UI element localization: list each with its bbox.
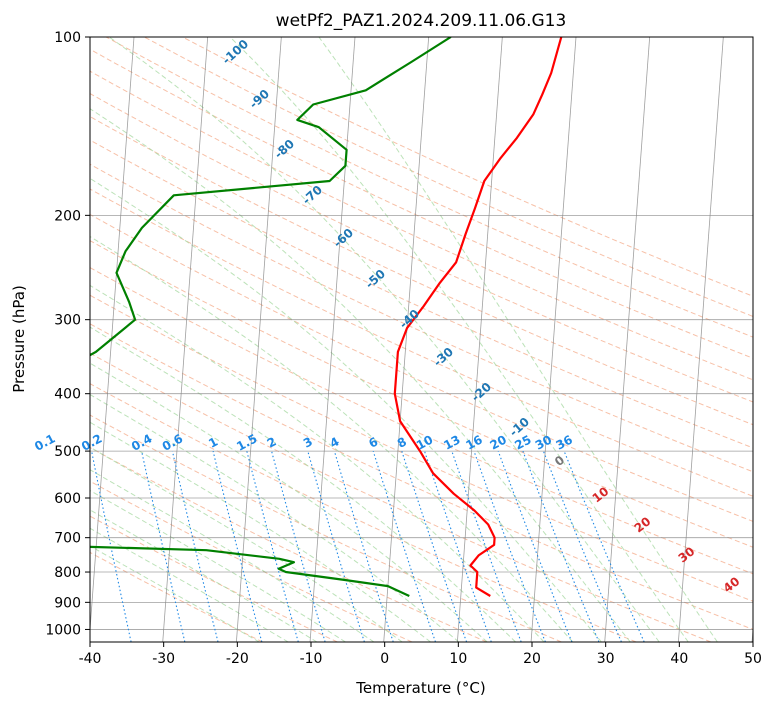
- y-tick-label: 200: [54, 208, 81, 224]
- dry-adiabat-line: [90, 92, 753, 403]
- dry-adiabat-line: [90, 267, 753, 575]
- mixing-ratio-line: [542, 450, 622, 642]
- y-tick-label: 1000: [45, 622, 81, 638]
- isotherm-line: [383, 37, 430, 642]
- y-tick-label: 400: [54, 387, 81, 403]
- dry-adiabat-line: [90, 240, 753, 548]
- temperature-line: [393, 37, 563, 597]
- x-tick-label: 50: [744, 651, 762, 667]
- mixing-ratio-line: [171, 450, 219, 642]
- x-tick-label: 30: [597, 651, 615, 667]
- y-axis-label: Pressure (hPa): [10, 285, 28, 393]
- mixing-ratio-label: 30: [533, 432, 554, 452]
- mixing-ratio-line: [333, 450, 394, 642]
- mixing-ratio-line: [212, 450, 263, 642]
- moist-adiabat-line: [90, 362, 488, 642]
- dry-adiabat-line: [90, 163, 753, 473]
- mixing-ratio-line: [423, 450, 492, 642]
- mixing-ratio-line: [307, 450, 365, 642]
- moist-adiabat-line: [90, 469, 375, 642]
- dry-adiabat-line: [90, 323, 753, 630]
- moist-adiabat-line: [90, 284, 545, 642]
- dry-adiabat-line: [90, 383, 637, 642]
- y-tick-label: 500: [54, 444, 81, 460]
- mixing-ratio-label: 25: [512, 432, 533, 452]
- moist-adiabat-line: [90, 446, 403, 642]
- dry-adiabat-line: [90, 188, 753, 497]
- isotherm-line: [236, 37, 282, 642]
- y-tick-label: 100: [54, 30, 81, 46]
- dewpoint-line: [90, 37, 452, 597]
- mixing-ratio-line: [563, 450, 645, 642]
- isotherm-line: [604, 37, 651, 642]
- dry-adiabat-line: [90, 515, 338, 642]
- x-tick-label: 40: [670, 651, 688, 667]
- mixing-ratio-line: [141, 450, 186, 642]
- y-tick-label: 900: [54, 595, 81, 611]
- x-tick-label: 10: [449, 651, 467, 667]
- dry-adiabat-line: [90, 294, 753, 602]
- x-tick-label: -10: [300, 651, 323, 667]
- y-tick-label: 800: [54, 565, 81, 581]
- profile-lines: [90, 37, 563, 597]
- dry-adiabat-line: [90, 414, 562, 642]
- mixing-ratio-line: [522, 450, 600, 642]
- isotherm-line: [678, 37, 724, 642]
- mixing-ratio-label: 13: [441, 432, 462, 452]
- moist-adiabat-line: [90, 509, 318, 642]
- x-tick-label: -30: [152, 651, 175, 667]
- mixing-ratio-line: [451, 450, 522, 642]
- dry-adiabat-line: [90, 70, 753, 381]
- moist-adiabat-line: [90, 393, 460, 642]
- moist-adiabat-line: [318, 37, 718, 642]
- mixing-ratio-label: 10: [414, 432, 435, 452]
- y-tick-label: 600: [54, 491, 81, 507]
- dry-adiabat-line: [90, 139, 753, 449]
- chart-title: wetPf2_PAZ1.2024.209.11.06.G13: [276, 11, 567, 31]
- mixing-ratio-label: 36: [554, 432, 575, 452]
- isotherm-line: [457, 37, 503, 642]
- isotherm-line: [309, 37, 356, 642]
- mixing-ratio-line: [497, 450, 573, 642]
- mixing-ratio-line: [372, 450, 437, 642]
- mixing-ratio-line: [91, 450, 132, 642]
- dry-adiabat-line: [90, 116, 753, 426]
- x-tick-label: 0: [380, 651, 389, 667]
- x-tick-label: 20: [523, 651, 541, 667]
- x-tick-label: -40: [79, 651, 102, 667]
- moist-adiabat-line: [229, 37, 689, 642]
- y-tick-label: 300: [54, 313, 81, 329]
- x-tick-label: -20: [226, 651, 249, 667]
- mixing-ratio-label: 16: [463, 432, 484, 452]
- moist-adiabat-line: [90, 326, 516, 642]
- mixing-ratio-line: [473, 450, 546, 642]
- moist-adiabat-line: [90, 545, 260, 642]
- x-axis-label: Temperature (°C): [355, 679, 485, 697]
- y-tick-label: 700: [54, 531, 81, 547]
- isotherm-line: [530, 37, 577, 642]
- plot-frame: [89, 36, 754, 643]
- moist-adiabat-line: [108, 37, 660, 642]
- moist-adiabat-line: [90, 177, 602, 642]
- isotherm-line: [162, 37, 209, 642]
- background-lines: [90, 37, 753, 642]
- axes: -40 -30 -20 -10 0 10 20 30 40 50 1000 900 800 700 600 5…: [45, 30, 762, 667]
- mixing-ratio-line: [401, 450, 468, 642]
- mixing-ratio-label: 20: [488, 432, 509, 452]
- moist-adiabat-line: [90, 235, 574, 642]
- mixing-ratio-line: [271, 450, 326, 642]
- moist-adiabat-line: [90, 527, 289, 642]
- mixing-ratio-line: [246, 450, 299, 642]
